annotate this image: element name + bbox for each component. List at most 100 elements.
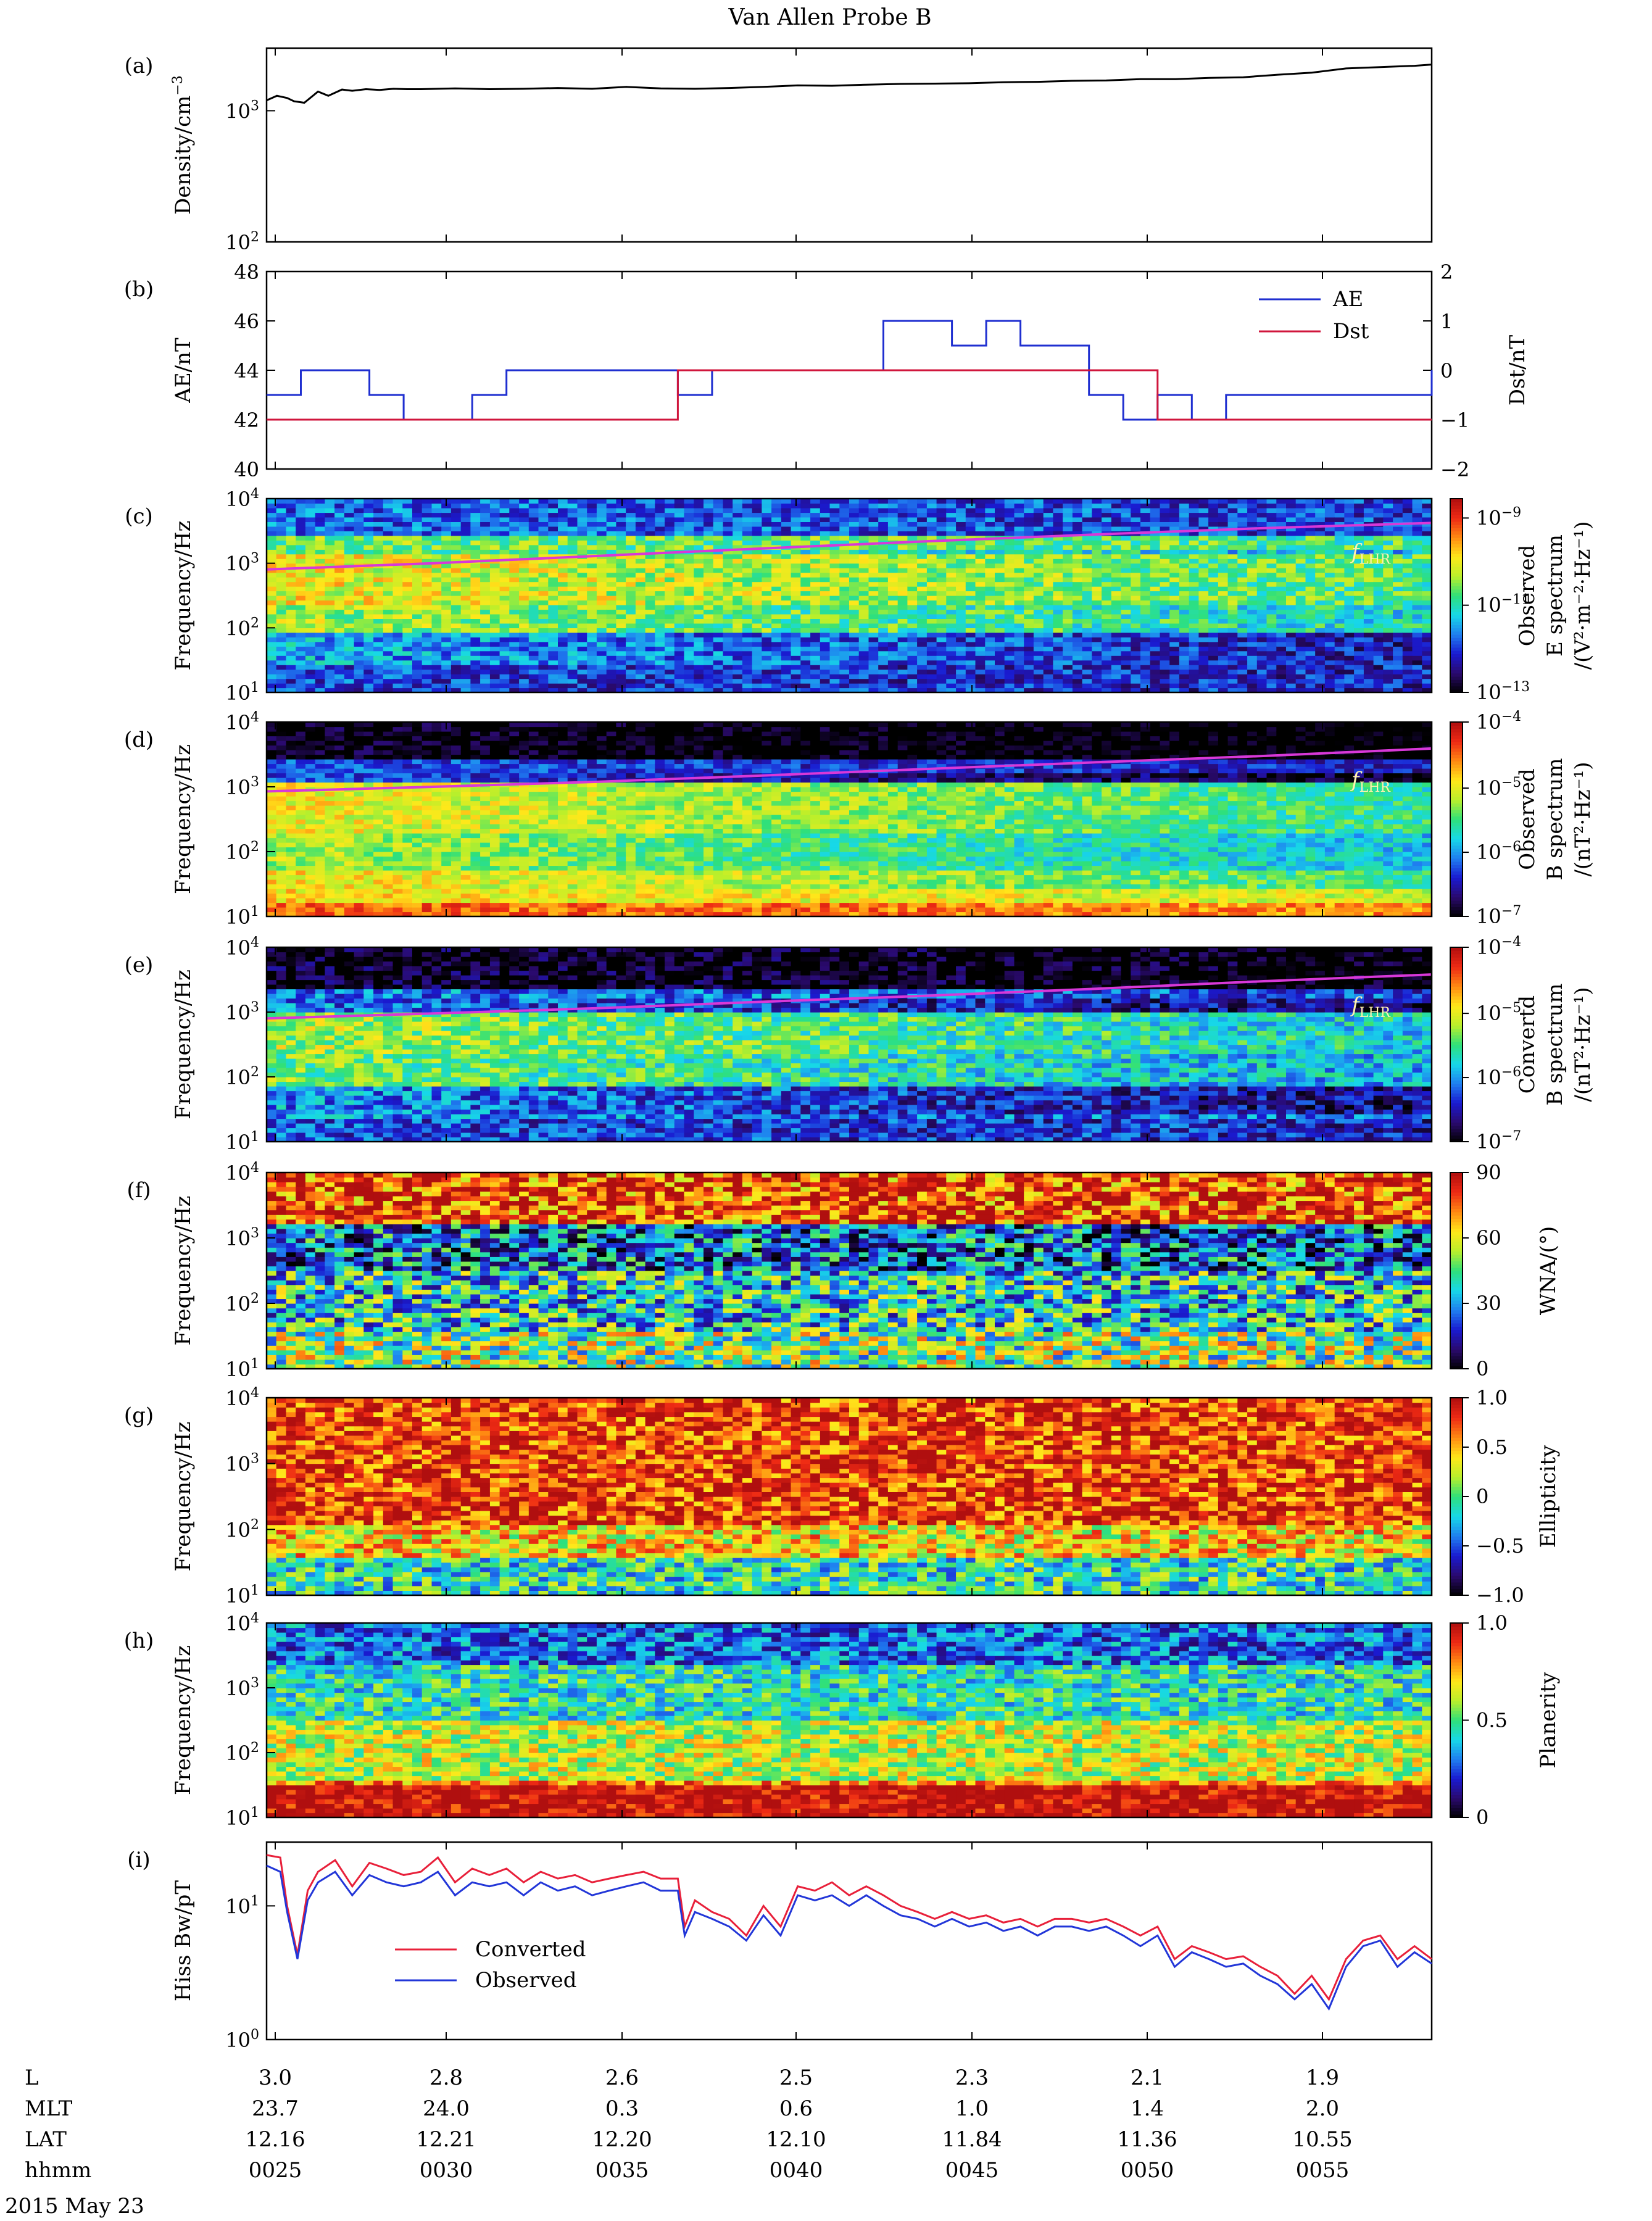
pixel [305,536,315,541]
pixel [412,614,422,619]
pixel [344,558,354,563]
pixel [800,568,810,573]
pixel [441,614,451,619]
pixel [655,665,665,670]
pixel [684,660,694,665]
pixel [568,633,578,637]
pixel [665,670,674,675]
pixel [539,628,549,633]
pixel [568,637,578,642]
pixel [558,633,568,637]
pixel [276,600,286,605]
pixel [752,618,762,623]
pixel [315,670,325,675]
pixel [470,512,480,517]
pixel [276,633,286,637]
pixel [325,646,334,651]
pixel [315,665,325,670]
pixel [568,651,578,656]
pixel [665,679,674,684]
pixel [578,582,587,587]
pixel [509,521,519,526]
pixel [422,651,432,656]
y-tick-label: 40 [234,458,259,481]
pixel [363,633,373,637]
pixel [363,670,373,675]
pixel [616,582,626,587]
pixel [296,526,305,531]
pixel [665,646,674,651]
pixel [607,512,616,517]
pixel [432,586,442,591]
pixel [500,517,510,522]
pixel [451,623,461,628]
pixel [344,651,354,656]
pixel [276,540,286,545]
pixel [810,577,820,582]
pixel [267,600,276,605]
pixel [558,596,568,600]
pixel [713,508,723,513]
pixel [393,637,403,642]
pixel [305,618,315,623]
pixel [441,531,451,536]
pixel [529,517,539,522]
pixel [733,670,742,675]
pixel [800,614,810,619]
pixel [334,655,344,660]
pixel [470,633,480,637]
pixel [412,605,422,610]
pixel [800,670,810,675]
pixel [674,545,684,550]
pixel [568,628,578,633]
pixel [665,591,674,596]
pixel [645,623,655,628]
pixel [393,655,403,660]
pixel [305,642,315,647]
pixel [752,504,762,509]
pixel [480,563,490,568]
pixel [636,512,645,517]
pixel [451,646,461,651]
pixel [402,614,412,619]
pixel [500,568,510,573]
pixel [558,618,568,623]
pixel [315,679,325,684]
pixel [645,526,655,531]
pixel [810,660,820,665]
pixel [490,517,500,522]
pixel [713,618,723,623]
pixel [607,646,616,651]
pixel [286,618,296,623]
pixel [480,674,490,679]
pixel [422,517,432,522]
pixel [305,582,315,587]
pixel [694,512,704,517]
pixel [568,614,578,619]
pixel [810,646,820,651]
pixel [597,679,607,684]
pixel [723,683,733,688]
pixel [276,674,286,679]
pixel [500,646,510,651]
pixel [441,674,451,679]
pixel [354,573,364,578]
pixel [519,573,529,578]
pixel [820,665,830,670]
pixel [490,628,500,633]
pixel [587,504,597,509]
pixel [655,536,665,541]
pixel [752,651,762,656]
pixel [616,618,626,623]
pixel [694,618,704,623]
pixel [470,618,480,623]
pixel [286,596,296,600]
pixel [665,554,674,559]
pixel [267,674,276,679]
pixel [742,600,752,605]
pixel [325,526,334,531]
pixel [480,642,490,647]
pixel [723,609,733,614]
pixel [296,596,305,600]
